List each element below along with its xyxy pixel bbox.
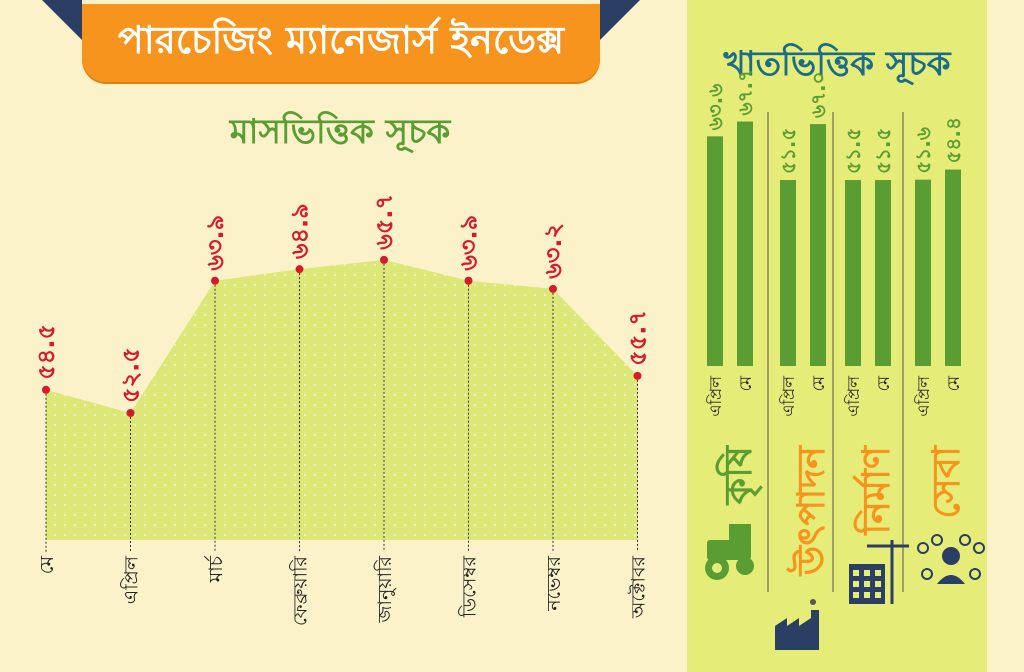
- data-point: [380, 255, 388, 264]
- data-label: ৬৩.২: [539, 223, 567, 279]
- x-tick-label: নভেম্বর: [543, 555, 565, 611]
- series-month-label: মে: [874, 375, 893, 391]
- sector-value-label: ৬৭.০: [806, 71, 830, 118]
- sector-chart-title: খাতভিত্তিক সূচক: [723, 44, 951, 84]
- sector-bar: [707, 136, 723, 366]
- series-month-label: মে: [944, 375, 963, 391]
- series-month-label: এপ্রিল: [844, 375, 863, 417]
- sector-category-label: সেবা: [924, 444, 968, 519]
- sector-value-label: ৫১.৫: [776, 127, 800, 174]
- data-point: [464, 276, 473, 285]
- sector-bar: [915, 179, 931, 366]
- series-month-label: এপ্রিল: [914, 375, 933, 417]
- factory-icon: [775, 599, 819, 650]
- x-tick-label: মার্চ: [204, 555, 227, 583]
- sector-value-label: ৬৭.৭: [733, 69, 757, 116]
- building-crane-icon: [849, 540, 909, 604]
- data-label: ৬৩.৯: [201, 215, 229, 271]
- x-tick-label: এপ্রিল: [121, 555, 143, 604]
- series-month-label: মে: [809, 375, 828, 391]
- sector-index-chart: ৬৩.৬ এপ্রিল ৬৭.৭ মে কৃষি ৫১.৫ এপ্রিল ৬৭.০ মে উৎপা…: [703, 69, 985, 650]
- data-label: ৫২.৫: [117, 347, 145, 403]
- data-label: ৫৪.৫: [32, 324, 60, 380]
- data-point: [295, 265, 304, 274]
- sector-category-label: নির্মাণ: [852, 444, 898, 537]
- x-tick-label: ডিসেম্বর: [459, 555, 481, 618]
- x-tick-label: জানুয়ারি: [374, 555, 396, 623]
- data-label: ৫৫.৭: [624, 310, 652, 366]
- data-label: ৬৪.৯: [286, 203, 314, 259]
- series-month-label: মে: [736, 375, 755, 391]
- data-point: [126, 409, 135, 417]
- sector-category-label: কৃষি: [715, 444, 763, 506]
- data-point: [549, 284, 557, 293]
- series-month-label: এপ্রিল: [779, 375, 798, 417]
- sector-bar: [945, 169, 961, 366]
- monthly-index-chart: ৫৪.৫ ৫২.৫ ৬৩.৯ ৬৪.৯ ৬৫.৭ ৬৩.৯ ৬৩.২ ৫৫.৭ মে এপ্রি…: [32, 194, 652, 626]
- ribbon-left-decoration: [42, 0, 82, 40]
- sector-bar: [810, 124, 826, 366]
- sector-bar: [780, 180, 796, 366]
- page-title: পারচেজিং ম্যানেজার্স ইনডেক্স: [118, 18, 564, 62]
- x-tick-label: মে: [36, 556, 58, 575]
- x-tick-label: ফেব্রুয়ারি: [290, 555, 312, 626]
- monthly-area: [46, 259, 638, 540]
- data-point: [42, 385, 50, 394]
- sector-bar: [737, 121, 753, 367]
- sector-category-label: উৎপাদন: [786, 445, 833, 578]
- tractor-icon: [705, 524, 754, 580]
- sector-value-label: ৫১.৫: [871, 127, 895, 174]
- sector-value-label: ৫১.৬: [911, 127, 935, 174]
- title-banner: পারচেজিং ম্যানেজার্স ইনডেক্স: [82, 4, 600, 82]
- data-point: [633, 371, 642, 380]
- data-point: [211, 276, 219, 285]
- x-tick-label: অক্টোবর: [628, 555, 650, 619]
- sector-value-label: ৫৪.৪: [941, 117, 965, 164]
- series-month-label: এপ্রিল: [706, 375, 725, 417]
- monthly-chart-title: মাসভিত্তিক সূচক: [229, 112, 451, 152]
- ribbon-right-decoration: [600, 0, 640, 40]
- service-people-icon: [917, 534, 985, 584]
- sector-value-label: ৫১.৫: [841, 127, 865, 174]
- data-label: ৬৩.৯: [455, 215, 483, 271]
- sector-bar: [875, 180, 891, 366]
- sector-bar: [845, 180, 861, 366]
- sector-value-label: ৬৩.৬: [703, 84, 727, 131]
- data-label: ৬৫.৭: [370, 194, 398, 250]
